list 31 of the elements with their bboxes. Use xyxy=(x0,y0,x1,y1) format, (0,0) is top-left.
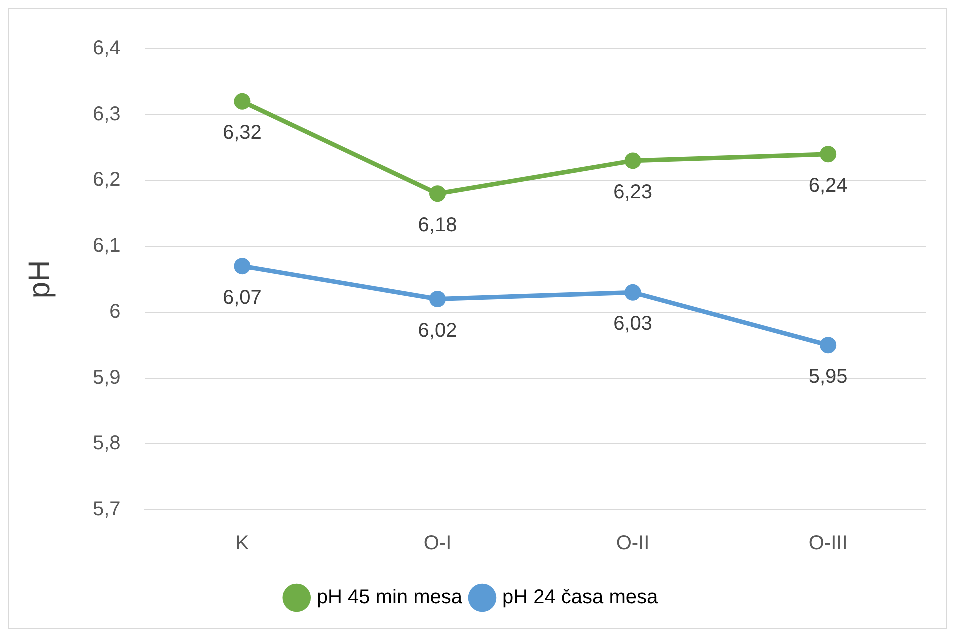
point xyxy=(430,291,446,308)
data-label: 6,03 xyxy=(614,313,653,336)
y-tick-label: 6,1 xyxy=(92,235,121,258)
data-label: 6,18 xyxy=(418,214,458,236)
point xyxy=(430,186,446,202)
point xyxy=(624,152,642,170)
data-label: 6,07 xyxy=(222,286,262,309)
data-label: 6,32 xyxy=(222,122,262,144)
point xyxy=(820,146,837,163)
legend-label: pH 45 min mesa xyxy=(316,586,464,609)
point xyxy=(624,284,642,301)
y-tick-label: 6,2 xyxy=(92,169,121,192)
data-label: 6,23 xyxy=(614,181,653,204)
point xyxy=(234,93,251,110)
x-tick-label: O-III xyxy=(808,532,848,555)
data-label: 5,95 xyxy=(808,366,848,388)
point xyxy=(820,337,837,354)
y-tick-label: 5,7 xyxy=(92,498,121,521)
y-tick-label: 6,4 xyxy=(92,38,121,60)
x-tick-label: O-I xyxy=(424,532,452,555)
data-label: 6,02 xyxy=(418,320,458,342)
x-tick-label: K xyxy=(236,532,250,555)
y-tick-label: 5,9 xyxy=(92,366,121,389)
y-tick-label: 6 xyxy=(110,300,121,323)
data-label: 6,24 xyxy=(808,174,848,197)
y-tick-label: 6,3 xyxy=(92,103,121,126)
y-tick-label: 5,8 xyxy=(92,432,121,455)
point xyxy=(234,258,251,275)
legend-label: pH 24 časa mesa xyxy=(502,586,659,609)
y-axis-title: pH xyxy=(23,260,56,299)
x-tick-label: O-II xyxy=(616,532,650,555)
